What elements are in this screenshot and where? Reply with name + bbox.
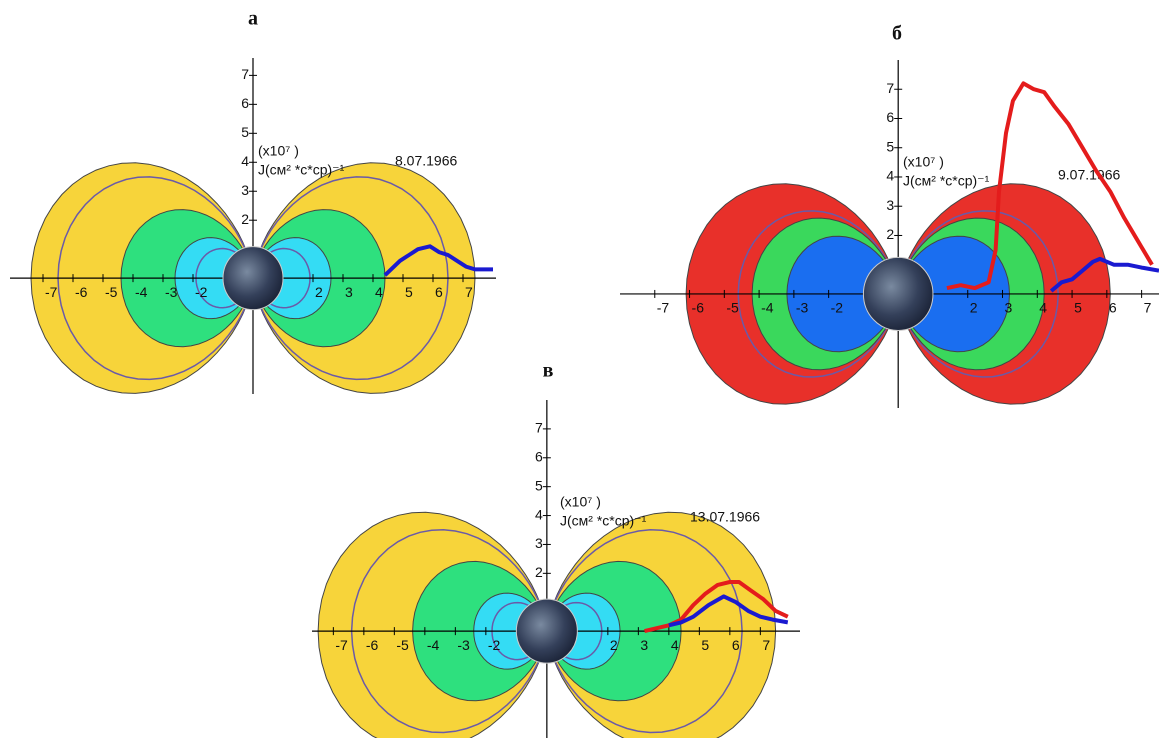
y-tick-label: 7 [241,66,249,82]
x-tick-label: -5 [396,637,409,653]
y-tick-label: 3 [241,182,249,198]
x-tick-label: -3 [796,300,809,316]
y-tick-label: 6 [886,109,894,125]
x-tick-label: -7 [335,637,348,653]
x-tick-label: 3 [1005,300,1013,316]
y-tick-label: 2 [535,564,543,580]
y-tick-label: 7 [535,420,543,436]
y-label: J(см² *с*ср)⁻¹ [258,162,345,178]
x-tick-label: 5 [1074,300,1082,316]
earth [863,257,933,330]
x-tick-label: -2 [488,637,501,653]
y-label: J(см² *с*ср)⁻¹ [903,173,990,189]
x-tick-label: 3 [345,284,353,300]
x-tick-label: -4 [135,284,148,300]
y-tick-label: 6 [535,448,543,464]
x-tick-label: 3 [640,637,648,653]
y-label: (x10⁷ ) [258,143,299,159]
x-tick-label: -2 [831,300,844,316]
panel-label: а [248,8,258,30]
x-tick-label: -6 [692,300,705,316]
y-tick-label: 3 [535,535,543,551]
y-tick-label: 5 [886,138,894,154]
y-label: (x10⁷ ) [560,494,601,510]
x-tick-label: 6 [1109,300,1117,316]
x-tick-label: 2 [610,637,618,653]
y-tick-label: 7 [886,80,894,96]
panel-label: б [892,23,902,45]
x-tick-label: -6 [366,637,379,653]
earth [223,247,283,310]
date-label: 13.07.1966 [690,509,760,525]
x-tick-label: 5 [701,637,709,653]
x-tick-label: 7 [465,284,473,300]
x-tick-label: -7 [657,300,670,316]
y-label: J(см² *с*ср)⁻¹ [560,513,647,529]
x-tick-label: 7 [1144,300,1152,316]
panel-label: в [543,360,554,382]
y-tick-label: 3 [886,197,894,213]
x-tick-label: 2 [315,284,323,300]
y-tick-label: 6 [241,95,249,111]
x-tick-label: -3 [165,284,178,300]
x-tick-label: 4 [1039,300,1047,316]
x-tick-label: -5 [105,284,118,300]
x-tick-label: -4 [427,637,440,653]
earth [516,599,577,663]
y-tick-label: 5 [241,124,249,140]
x-tick-label: 2 [970,300,978,316]
figure: а -7 -6 -5 -4 -3 -2 2 3 4 5 6 7 2 3 4 5 6 7 (x10⁷ ) J(см² *с… [0,0,1159,738]
x-tick-label: -3 [457,637,470,653]
x-tick-label: -5 [726,300,739,316]
y-tick-label: 4 [241,153,249,169]
y-tick-label: 4 [535,506,543,522]
x-tick-label: 6 [435,284,443,300]
y-tick-label: 2 [886,226,894,242]
x-tick-label: 7 [762,637,770,653]
x-tick-label: 4 [375,284,383,300]
y-tick-label: 5 [535,477,543,493]
x-tick-label: -2 [195,284,208,300]
x-tick-label: -6 [75,284,88,300]
x-tick-label: -7 [45,284,58,300]
y-label: (x10⁷ ) [903,154,944,170]
x-tick-label: 4 [671,637,679,653]
x-tick-label: 5 [405,284,413,300]
x-tick-label: -4 [761,300,774,316]
date-label: 8.07.1966 [395,153,457,169]
x-tick-label: 6 [732,637,740,653]
y-tick-label: 2 [241,211,249,227]
y-tick-label: 4 [886,168,894,184]
date-label: 9.07.1966 [1058,167,1120,183]
